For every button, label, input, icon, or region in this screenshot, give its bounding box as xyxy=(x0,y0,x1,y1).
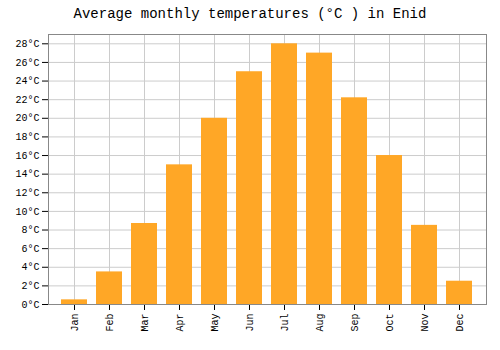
svg-text:18°C: 18°C xyxy=(15,132,39,143)
svg-text:Jun: Jun xyxy=(245,314,256,332)
svg-text:Nov: Nov xyxy=(420,314,431,332)
svg-text:4°C: 4°C xyxy=(21,262,39,273)
html-text:Average monthly temperatures (: Average monthly temperatures (°C ) in En… xyxy=(73,6,427,22)
svg-text:22°C: 22°C xyxy=(15,95,39,106)
svg-text:10°C: 10°C xyxy=(15,207,39,218)
svg-text:Feb: Feb xyxy=(105,314,116,332)
svg-text:16°C: 16°C xyxy=(15,151,39,162)
svg-text:Mar: Mar xyxy=(140,314,151,332)
svg-text:Dec: Dec xyxy=(455,314,466,332)
svg-text:12°C: 12°C xyxy=(15,188,39,199)
svg-text:Aug: Aug xyxy=(315,314,326,332)
svg-text:Jan: Jan xyxy=(70,314,81,332)
svg-text:Apr: Apr xyxy=(175,314,186,332)
svg-text:Jul: Jul xyxy=(280,314,291,332)
svg-text:14°C: 14°C xyxy=(15,169,39,180)
svg-text:2°C: 2°C xyxy=(21,281,39,292)
svg-text:Sep: Sep xyxy=(350,314,361,332)
svg-text:May: May xyxy=(210,314,221,332)
svg-text:6°C: 6°C xyxy=(21,244,39,255)
svg-text:24°C: 24°C xyxy=(15,76,39,87)
svg-text:28°C: 28°C xyxy=(15,39,39,50)
svg-text:20°C: 20°C xyxy=(15,113,39,124)
svg-text:Oct: Oct xyxy=(385,314,396,332)
svg-text:26°C: 26°C xyxy=(15,58,39,69)
svg-text:0°C: 0°C xyxy=(21,300,39,311)
svg-text:8°C: 8°C xyxy=(21,225,39,236)
